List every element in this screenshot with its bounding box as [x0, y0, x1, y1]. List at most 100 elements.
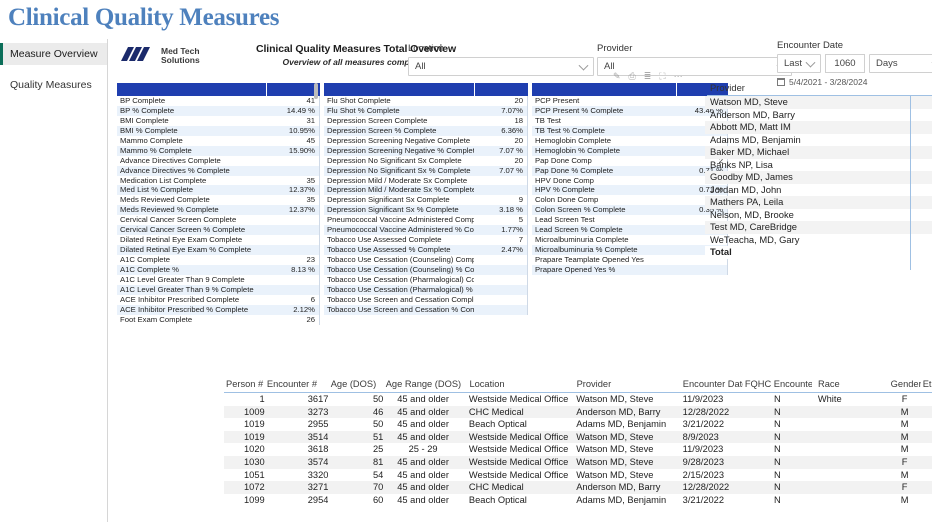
- measure-row[interactable]: Hemoglobin Complete: [532, 135, 727, 146]
- measure-row[interactable]: A1C Complete % 8.13 %: [117, 264, 319, 275]
- measure-row[interactable]: Tobacco Use Screen and Cessation % Compl…: [324, 304, 527, 315]
- col-header-fqhc[interactable]: FQHC Encounter: [744, 379, 812, 389]
- measure-row[interactable]: A1C Level Greater Than 9 Complete: [117, 274, 319, 285]
- measures-table-1-body[interactable]: BP Complete 41 BP % Complete 14.49 % BMI Com…: [117, 96, 320, 325]
- measure-row[interactable]: Pneumococcal Vaccine Administered Comple…: [324, 215, 527, 226]
- sidebar-item-quality-measures[interactable]: Quality Measures: [0, 74, 107, 96]
- provider-row[interactable]: Jordan MD, John 1: [705, 184, 932, 197]
- measure-row[interactable]: Dilated Retinal Eye Exam % Complete: [117, 245, 319, 255]
- measure-row[interactable]: Lead Screen % Complete: [532, 225, 727, 236]
- measure-row[interactable]: Prapare Opened Yes %: [532, 264, 727, 275]
- encounters-column-header[interactable]: # Of Encounters: [915, 82, 932, 93]
- table-row[interactable]: 1019 3514 51 45 and older Westside Medical O…: [224, 430, 932, 444]
- col-header-location[interactable]: Location: [469, 379, 505, 389]
- location-dropdown[interactable]: All: [408, 57, 594, 76]
- measure-row[interactable]: Depression Mild / Moderate Sx % Complete: [324, 185, 527, 196]
- measure-row[interactable]: Tobacco Use Cessation (Counseling) Compl…: [324, 255, 527, 265]
- provider-row[interactable]: Banks NP, Lisa 2: [705, 159, 932, 172]
- provider-dropdown[interactable]: All: [597, 57, 792, 76]
- col-header-encounter-date[interactable]: Encounter Date: [682, 379, 743, 389]
- col-header-age-range[interactable]: Age Range (DOS): [385, 379, 462, 389]
- relative-date-amount-input[interactable]: 1060: [825, 54, 865, 73]
- measure-row[interactable]: Meds Reviewed % Complete 12.37%: [117, 205, 319, 216]
- measure-row[interactable]: Foot Exam Complete 26: [117, 314, 319, 325]
- measure-row[interactable]: Tobacco Use Screen and Cessation Complet…: [324, 294, 527, 305]
- measure-row[interactable]: Pneumococcal Vaccine Administered % Comp…: [324, 225, 527, 236]
- col-header-provider[interactable]: Provider: [576, 379, 612, 389]
- more-options-icon[interactable]: ⋯: [673, 71, 683, 81]
- measure-row[interactable]: PCP Present123: [532, 96, 727, 106]
- table-row[interactable]: 1030 3574 81 45 and older Westside Medical O…: [224, 455, 932, 469]
- provider-row[interactable]: Baker MD, Michael 17: [705, 146, 932, 159]
- col-header-person[interactable]: Person #: [226, 379, 264, 389]
- measure-row[interactable]: Tobacco Use Cessation (Pharmalogical) % …: [324, 284, 527, 295]
- measure-row[interactable]: Meds Reviewed Complete 35: [117, 195, 319, 206]
- measures-table-2-body[interactable]: Flu Shot Complete 20 Flu Shot % Complete 7.…: [324, 96, 528, 315]
- measure-row[interactable]: A1C Complete 23: [117, 255, 319, 265]
- measure-row[interactable]: BMI Complete 31: [117, 115, 319, 126]
- measure-row[interactable]: Cervical Cancer Screen Complete: [117, 215, 319, 226]
- table-row[interactable]: 1019 2955 50 45 and older Beach Optical Adams…: [224, 418, 932, 431]
- measure-row[interactable]: Mammo Complete 45: [117, 135, 319, 146]
- table-row[interactable]: 1 3617 50 45 and older Westside Medical Offi…: [224, 393, 932, 406]
- col-header-gender[interactable]: Gender: [890, 379, 921, 389]
- measure-row[interactable]: Prapare Teamplate Opened Yes: [532, 255, 727, 265]
- provider-column-header[interactable]: Provider: [710, 82, 745, 93]
- measure-row[interactable]: Hemoglobin % Complete: [532, 145, 727, 156]
- measure-row[interactable]: Flu Shot % Complete 7.07%: [324, 105, 527, 116]
- measures-table-1-scrollbar[interactable]: [314, 83, 318, 99]
- measure-row[interactable]: Depression Screen Complete 18: [324, 115, 527, 126]
- table-row[interactable]: 1099 2954 60 45 and older Beach Optical Adams…: [224, 494, 932, 507]
- table-row[interactable]: 1072 3271 70 45 and older CHC Medical Anderso…: [224, 481, 932, 494]
- col-header-ethnicity[interactable]: Ethnicity: [922, 379, 932, 389]
- col-header-age[interactable]: Age (DOS): [330, 379, 377, 389]
- measure-row[interactable]: Colon Screen % Complete 0.35 %: [532, 205, 727, 216]
- measures-table-3-body[interactable]: PCP Present123PCP Present % Complete 43.4…: [532, 96, 728, 275]
- measure-row[interactable]: Tobacco Use Assessed Complete 7: [324, 235, 527, 246]
- measure-row[interactable]: Pap Done Comp 2: [532, 155, 727, 166]
- measure-row[interactable]: Medication List Complete 35: [117, 175, 319, 186]
- measure-row[interactable]: Depression Screening Negative Complete 20: [324, 135, 527, 146]
- provider-table-body[interactable]: Watson MD, Steve133Anderson MD, Barry61A…: [705, 96, 932, 259]
- copy-icon[interactable]: ⎙: [628, 71, 636, 81]
- pin-icon[interactable]: ✎: [613, 71, 621, 81]
- measure-row[interactable]: Advance Directives % Complete: [117, 165, 319, 176]
- measure-row[interactable]: Cervical Cancer Screen % Complete: [117, 225, 319, 236]
- measure-row[interactable]: BP % Complete 14.49 %: [117, 105, 319, 116]
- provider-row[interactable]: Nelson, MD, Brooke 1: [705, 209, 932, 222]
- measure-row[interactable]: ACE Inhibitor Prescribed Complete 6: [117, 294, 319, 305]
- measure-row[interactable]: Depression Significant Sx Complete 9: [324, 195, 527, 206]
- measure-row[interactable]: HPV % Complete 0.71 %: [532, 185, 727, 196]
- measure-row[interactable]: TB Test % Complete: [532, 125, 727, 136]
- measure-row[interactable]: Mammo % Complete 15.90%: [117, 145, 319, 156]
- measure-row[interactable]: Microalbuminuria Complete: [532, 235, 727, 246]
- measure-row[interactable]: Dilated Retinal Eye Exam Complete: [117, 235, 319, 246]
- provider-row[interactable]: Test MD, CareBridge 1: [705, 221, 932, 234]
- measure-row[interactable]: Tobacco Use Cessation (Counseling) % Com…: [324, 264, 527, 275]
- focus-mode-icon[interactable]: ⛶: [659, 71, 666, 81]
- measure-row[interactable]: Depression No Significant Sx % Complete 7…: [324, 165, 527, 176]
- measure-row[interactable]: Tobacco Use Assessed % Complete 2.47%: [324, 245, 527, 255]
- measure-row[interactable]: Advance Directives Complete: [117, 155, 319, 166]
- col-header-encounter[interactable]: Encounter #: [266, 379, 318, 389]
- provider-row[interactable]: Adams MD, Benjamin 29: [705, 134, 932, 147]
- measure-row[interactable]: PCP Present % Complete 43.46 %: [532, 105, 727, 116]
- relative-date-unit-dropdown[interactable]: Days: [869, 54, 932, 73]
- provider-row[interactable]: Abbott MD, Matt IM 35: [705, 121, 932, 134]
- measure-row[interactable]: Depression Screening Negative % Complete…: [324, 145, 527, 156]
- measure-row[interactable]: Pap Done % Complete 0.71 %: [532, 165, 727, 176]
- measure-row[interactable]: ACE Inhibitor Prescribed % Complete 2.12%: [117, 304, 319, 315]
- provider-row[interactable]: Watson MD, Steve 133: [705, 96, 932, 109]
- filter-icon[interactable]: ≣: [643, 71, 652, 81]
- measure-row[interactable]: Colon Done Comp1: [532, 195, 727, 206]
- measure-row[interactable]: Depression No Significant Sx Complete 20: [324, 155, 527, 166]
- detail-table-body[interactable]: 1 3617 50 45 and older Westside Medical Offi…: [224, 393, 932, 506]
- provider-row[interactable]: Anderson MD, Barry 61: [705, 109, 932, 122]
- measure-row[interactable]: Depression Screen % Complete 6.36%: [324, 125, 527, 136]
- measure-row[interactable]: BMI % Complete 10.95%: [117, 125, 319, 136]
- relative-date-mode-dropdown[interactable]: Last: [777, 54, 821, 73]
- provider-row[interactable]: Mathers PA, Leila 1: [705, 196, 932, 209]
- measure-row[interactable]: Tobacco Use Cessation (Pharmalogical) Co…: [324, 274, 527, 285]
- measure-row[interactable]: Lead Screen Test: [532, 215, 727, 226]
